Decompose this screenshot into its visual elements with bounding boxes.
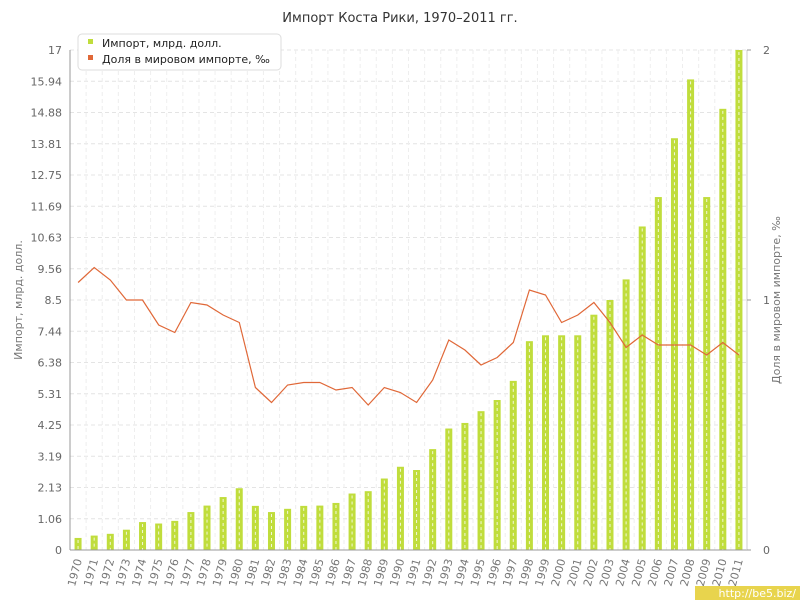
y-axis-ticks: 0 1.06 2.13 3.19 4.25 5.31 6.38 7.44 8.5 9.56 10.6… (31, 44, 63, 557)
bar (364, 491, 372, 550)
bar (74, 537, 82, 550)
bar (139, 522, 147, 550)
bar (558, 335, 566, 550)
watermark-background (695, 586, 800, 600)
y2-axis-label: Доля в мировом импорте, ‰ (770, 216, 783, 384)
bar (90, 535, 98, 550)
bar (670, 138, 678, 550)
watermark: http://be5.biz/ (695, 586, 800, 600)
y-tick-label: 13.81 (31, 138, 63, 151)
legend-label: Доля в мировом импорте, ‰ (102, 53, 270, 66)
y2-tick-label: 1 (763, 294, 770, 307)
y2-axis-ticks: 0 1 2 (747, 44, 770, 557)
bar (396, 466, 404, 550)
bar (332, 502, 340, 550)
chart-title: Импорт Коста Рики, 1970–2011 гг. (282, 11, 517, 26)
y2-tick-label: 2 (763, 44, 770, 57)
legend-swatch (88, 39, 93, 44)
y-tick-label: 6.38 (38, 357, 63, 370)
bar (445, 428, 453, 550)
bar (687, 79, 695, 550)
watermark-text: http://be5.biz/ (719, 587, 797, 600)
legend-swatch (88, 55, 93, 60)
line-series (77, 266, 740, 406)
y-tick-label: 15.94 (31, 75, 63, 88)
y-tick-label: 14.88 (31, 107, 63, 120)
legend-box (77, 33, 282, 71)
y-tick-label: 0 (55, 544, 62, 557)
y-tick-label: 11.69 (31, 200, 63, 213)
y-axis-label: Импорт, млрд. долл. (12, 240, 25, 360)
legend-label: Импорт, млрд. долл. (102, 37, 222, 50)
bar (155, 523, 163, 550)
bar (509, 380, 517, 550)
y-tick-label: 9.56 (38, 263, 63, 276)
y-tick-label: 2.13 (38, 482, 63, 495)
bar (187, 512, 195, 550)
y-tick-label: 4.25 (38, 419, 63, 432)
y-tick-label: 10.63 (31, 232, 63, 245)
y-tick-label: 8.5 (45, 294, 63, 307)
bar (380, 478, 388, 550)
y-tick-label: 1.06 (38, 513, 63, 526)
y-tick-label: 7.44 (38, 325, 63, 338)
y-tick-label: 3.19 (38, 450, 63, 463)
y2-tick-label: 0 (763, 544, 770, 557)
y-tick-label: 17 (48, 44, 62, 57)
bar-series (74, 50, 743, 550)
bar (574, 335, 582, 550)
bar (638, 226, 646, 550)
bar (235, 488, 243, 550)
share-line (77, 266, 740, 406)
y-tick-label: 5.31 (38, 388, 63, 401)
y-tick-label: 12.75 (31, 169, 63, 182)
bar (267, 512, 275, 550)
bar (542, 335, 550, 550)
legend: Импорт, млрд. долл. Доля в мировом импорт… (77, 33, 282, 71)
